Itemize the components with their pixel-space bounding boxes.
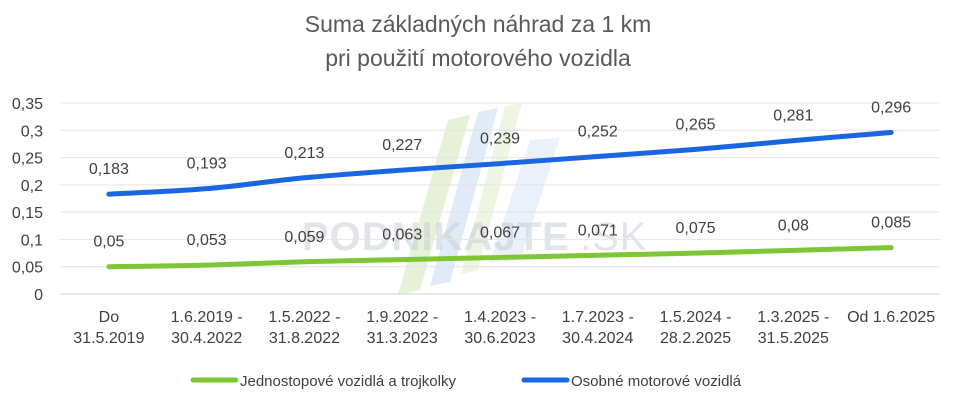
- x-tick-label: Do: [99, 309, 120, 326]
- x-tick-label: Od 1.6.2025: [847, 309, 935, 326]
- data-label: 0,067: [480, 224, 520, 241]
- y-tick-label: 0,15: [12, 205, 43, 222]
- series-line-0: [106, 245, 894, 270]
- watermark-stripes: [398, 103, 560, 295]
- legend-label-series-0: Jednostopové vozidlá a trojkolky: [240, 373, 456, 390]
- x-tick-label: 30.4.2024: [562, 330, 633, 347]
- x-tick-label: 1.3.2025 -: [757, 309, 829, 326]
- data-label: 0,252: [578, 123, 618, 140]
- x-tick-label: 1.7.2023 -: [562, 309, 634, 326]
- y-tick-label: 0,2: [21, 178, 43, 195]
- x-tick-label: 28.2.2025: [660, 330, 731, 347]
- x-tick-label: 1.9.2022 -: [366, 309, 438, 326]
- y-tick-label: 0,25: [12, 151, 43, 168]
- x-axis: Do 31.5.2019 1.6.2019 - 30.4.2022 1.5.2022 -…: [73, 309, 935, 347]
- legend-label-series-1: Osobné motorové vozidlá: [571, 373, 742, 390]
- data-label: 0,193: [187, 156, 227, 173]
- x-tick-label: 1.6.2019 -: [171, 309, 243, 326]
- data-labels: 0,05 0,053 0,059 0,063 0,067 0,071 0,075 0,08 0,…: [89, 99, 911, 250]
- data-label: 0,265: [676, 116, 716, 133]
- data-label: 0,059: [284, 229, 324, 246]
- chart-title-line1: Suma základných náhrad za 1 km: [305, 11, 651, 37]
- y-tick-label: 0,1: [21, 232, 43, 249]
- data-label: 0,239: [480, 131, 520, 148]
- x-tick-label: 30.6.2023: [464, 330, 535, 347]
- y-tick-label: 0,05: [12, 260, 43, 277]
- legend: Jednostopové vozidlá a trojkolky Osobné …: [190, 373, 742, 390]
- y-axis: 0 0,05 0,1 0,15 0,2 0,25 0,3 0,35: [12, 96, 43, 304]
- watermark-suffix: .SK: [580, 215, 647, 259]
- data-label: 0,281: [773, 108, 813, 125]
- data-label: 0,227: [382, 137, 422, 154]
- data-label: 0,05: [93, 234, 124, 251]
- x-tick-label: 31.5.2025: [758, 330, 829, 347]
- data-label: 0,053: [187, 232, 227, 249]
- data-label: 0,063: [382, 227, 422, 244]
- x-tick-label: 31.8.2022: [269, 330, 340, 347]
- series-lines: [106, 129, 894, 270]
- x-tick-label: 1.4.2023 -: [464, 309, 536, 326]
- data-label: 0,071: [578, 222, 618, 239]
- x-tick-label: 1.5.2024 -: [660, 309, 732, 326]
- data-label: 0,08: [778, 217, 809, 234]
- data-label: 0,213: [284, 145, 324, 162]
- data-label: 0,296: [871, 99, 911, 116]
- x-tick-label: 31.5.2019: [73, 330, 144, 347]
- x-tick-label: 1.5.2022 -: [268, 309, 340, 326]
- series-line-1: [106, 129, 894, 197]
- watermark-brand: PODNIKAJTE: [302, 215, 570, 259]
- chart-title-line2: pri použití motorového vozidla: [325, 45, 631, 71]
- x-tick-label: 30.4.2022: [171, 330, 242, 347]
- x-tick-label: 31.3.2023: [367, 330, 438, 347]
- y-tick-label: 0: [34, 287, 43, 304]
- y-tick-label: 0,3: [21, 123, 43, 140]
- watermark: PODNIKAJTE .SK: [302, 103, 647, 295]
- y-tick-label: 0,35: [12, 96, 43, 113]
- data-label: 0,075: [676, 220, 716, 237]
- data-label: 0,183: [89, 161, 129, 178]
- data-label: 0,085: [871, 215, 911, 232]
